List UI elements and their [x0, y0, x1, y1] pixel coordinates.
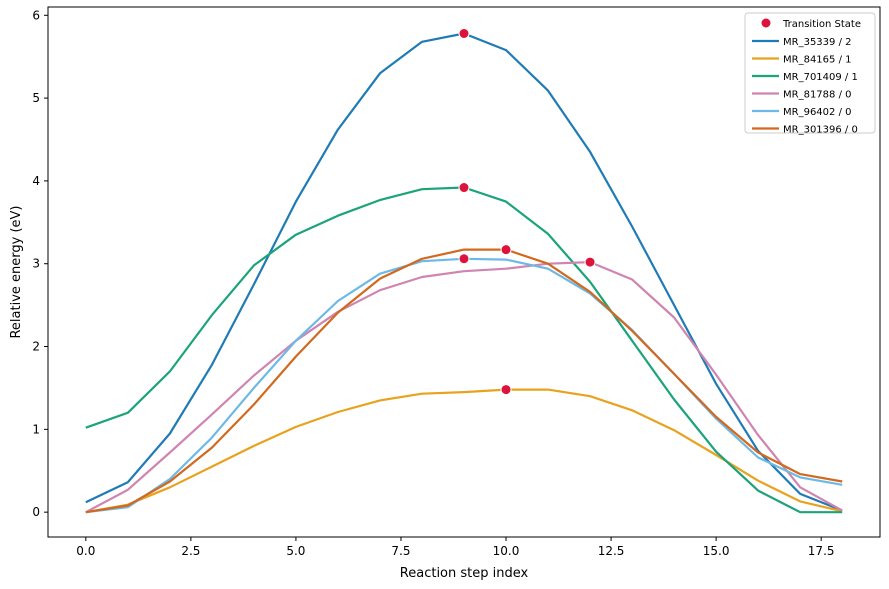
x-axis-label: Reaction step index: [400, 566, 529, 581]
x-tick-label: 12.5: [598, 544, 625, 558]
y-tick-label: 0: [32, 505, 40, 519]
y-tick-label: 4: [32, 174, 40, 188]
x-axis-ticks: 0.0 2.5 5.0 7.5 10.0 12.5 15.0 17.5: [76, 537, 835, 558]
legend-label-5: MR_301396 / 0: [783, 125, 858, 136]
y-axis-ticks: 0 1 2 3 4 5 6: [32, 8, 48, 519]
x-tick-label: 17.5: [808, 544, 835, 558]
legend-transition-state-label: Transition State: [782, 19, 861, 30]
x-tick-label: 10.0: [493, 544, 520, 558]
legend-label-1: MR_84165 / 1: [783, 55, 851, 66]
x-tick-label: 2.5: [181, 544, 200, 558]
transition-state-marker-4: [458, 253, 470, 265]
x-tick-label: 0.0: [76, 544, 95, 558]
transition-state-marker-0: [458, 28, 470, 39]
y-tick-label: 2: [32, 340, 40, 354]
transition-state-marker-2: [458, 182, 470, 194]
legend-frame: [744, 12, 876, 134]
transition-state-marker-3: [584, 256, 596, 268]
x-tick-label: 15.0: [703, 544, 730, 558]
plot-markers: [458, 28, 596, 396]
legend: Transition State MR_35339 / 2 MR_84165 / …: [744, 12, 876, 136]
y-tick-label: 3: [32, 257, 40, 271]
series-line-3: [85, 261, 843, 514]
y-tick-label: 1: [32, 422, 40, 436]
axes-frame: [47, 6, 881, 538]
x-tick-label: 7.5: [391, 544, 410, 558]
series-line-1: [85, 388, 843, 514]
series-line-5: [85, 248, 843, 514]
legend-label-4: MR_96402 / 0: [783, 107, 851, 118]
legend-transition-state-marker: [760, 17, 772, 29]
legend-label-0: MR_35339 / 2: [783, 37, 851, 48]
y-axis-label: Relative energy (eV): [9, 205, 24, 338]
legend-label-3: MR_81788 / 0: [783, 90, 851, 101]
legend-label-2: MR_701409 / 1: [783, 72, 858, 83]
y-tick-label: 6: [32, 8, 40, 22]
transition-state-marker-1: [500, 384, 512, 396]
transition-state-marker-5: [500, 244, 512, 256]
x-tick-label: 5.0: [286, 544, 305, 558]
y-tick-label: 5: [32, 91, 40, 105]
